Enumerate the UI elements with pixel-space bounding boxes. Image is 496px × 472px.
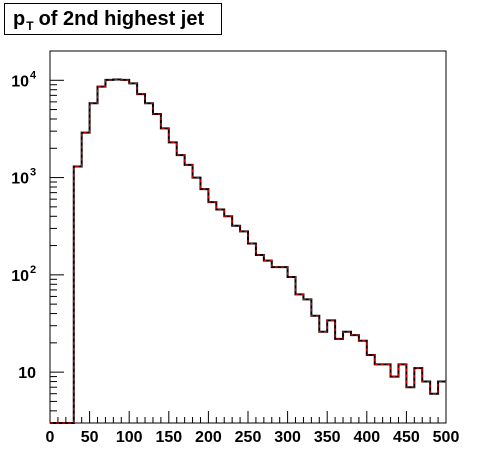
x-tick-label: 450 — [393, 429, 420, 446]
title-subscript: T — [26, 19, 34, 33]
y-tick-label: 10 — [11, 73, 29, 90]
x-tick-label: 400 — [353, 429, 380, 446]
x-tick-label: 50 — [81, 429, 99, 446]
y-tick-exponent: 2 — [30, 264, 36, 276]
x-tick-label: 0 — [46, 429, 55, 446]
y-tick-label: 10 — [11, 268, 29, 285]
title-main: p — [13, 8, 26, 30]
chart-title: pT of 2nd highest jet — [13, 6, 204, 34]
y-tick-label: 10 — [11, 171, 29, 188]
x-tick-label: 500 — [433, 429, 460, 446]
x-tick-label: 300 — [274, 429, 301, 446]
chart-title-box: pT of 2nd highest jet — [4, 3, 222, 35]
x-tick-label: 250 — [235, 429, 262, 446]
histogram-overlay-line — [50, 78, 446, 424]
title-rest: of 2nd highest jet — [38, 8, 205, 30]
y-tick-exponent: 4 — [30, 69, 37, 81]
x-tick-label: 350 — [314, 429, 341, 446]
x-tick-label: 200 — [195, 429, 222, 446]
y-tick-exponent: 3 — [30, 167, 36, 179]
x-tick-label: 150 — [155, 429, 182, 446]
y-tick-label: 10 — [18, 365, 36, 382]
x-tick-label: 100 — [116, 429, 143, 446]
histogram-line — [50, 78, 446, 424]
